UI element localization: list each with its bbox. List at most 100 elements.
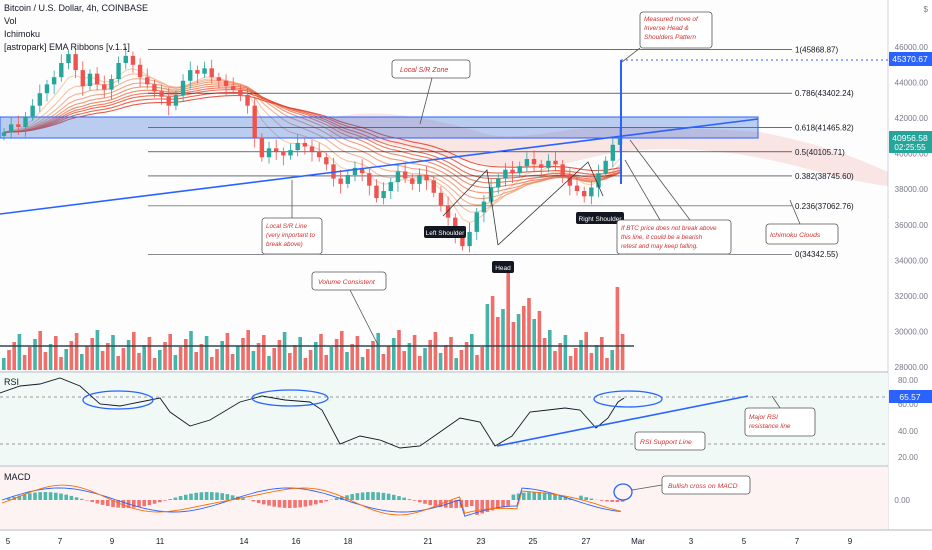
volume-bar: [407, 343, 412, 370]
local-sr-trendline[interactable]: [0, 118, 759, 215]
volume-bar: [152, 358, 157, 370]
volume-bar: [85, 346, 89, 370]
fib-label: 1(45868.87): [795, 45, 838, 54]
candle-body: [302, 143, 308, 147]
annotation-local-sr-line[interactable]: Local S/R Line (very important to break …: [261, 180, 323, 255]
annotation-rsi-resistance[interactable]: Major RSI resistance line: [744, 395, 816, 437]
candle-body: [424, 175, 429, 181]
volume-bar: [433, 332, 438, 370]
volume-bar: [454, 358, 458, 370]
annotation-break-note[interactable]: If BTC price does not break above this l…: [616, 139, 732, 255]
candle-body: [324, 157, 329, 165]
annotation-ichimoku[interactable]: Ichimoku Clouds: [765, 199, 839, 245]
macd-bar: [605, 500, 609, 502]
price-tick-label: 28000.00: [895, 363, 929, 372]
volume-bar: [293, 345, 297, 370]
price-axis[interactable]: [888, 0, 932, 550]
rsi-polyline: [0, 377, 625, 449]
volume-bar: [610, 350, 614, 370]
indicator-ichimoku[interactable]: Ichimoku: [4, 29, 40, 39]
annotation-head[interactable]: Head: [492, 261, 514, 273]
macd-bar: [563, 496, 568, 500]
volume-bar: [95, 330, 100, 370]
volume-bar: [340, 331, 344, 370]
volume-bar: [74, 333, 79, 370]
macd-bar: [69, 495, 74, 500]
rsi-panel[interactable]: [0, 373, 888, 465]
macd-bar: [428, 500, 432, 506]
time-tick-label: 14: [240, 537, 249, 546]
local-sr-zone[interactable]: [0, 116, 759, 139]
high-price-label: 45370.67: [892, 54, 928, 64]
rsi-support-line[interactable]: [496, 395, 749, 447]
macd-bar: [522, 492, 526, 500]
candle-body: [417, 175, 422, 184]
macd-bar: [490, 500, 495, 511]
candle-body: [295, 143, 300, 151]
candle-body: [367, 173, 372, 186]
macd-bar: [17, 495, 22, 500]
annotation-right-shoulder[interactable]: Right Shoulder: [576, 212, 624, 224]
annotation-macd-cross[interactable]: Bullish cross on MACD: [631, 475, 751, 495]
candle-body: [467, 231, 472, 247]
ema-ribbon-line: [3, 95, 621, 172]
volume-bar: [464, 342, 469, 370]
indicator-ema-ribbons[interactable]: [astropark] EMA Ribbons [v.1.1]: [4, 42, 130, 52]
candle-body: [388, 182, 393, 191]
volume-bar: [558, 343, 562, 370]
svg-text:(very important to: (very important to: [266, 232, 315, 239]
volume-bar: [43, 352, 48, 370]
volume-bar: [412, 335, 417, 370]
volume-bar: [334, 339, 339, 370]
macd-panel[interactable]: [0, 467, 888, 529]
macd-bar: [121, 500, 126, 508]
macd-bar: [59, 493, 63, 500]
macd-bar: [142, 500, 146, 507]
volume-bar: [532, 319, 536, 370]
volume-bar: [111, 335, 115, 370]
svg-text:Major RSI: Major RSI: [749, 414, 778, 421]
volume-bar: [210, 357, 214, 370]
macd-bar: [542, 492, 547, 500]
volume-bar: [64, 349, 68, 370]
annotation-rsi-support[interactable]: RSI Support Line: [634, 431, 706, 451]
fib-label: 0.786(43402.24): [795, 89, 854, 98]
macd-bar: [38, 492, 42, 500]
volume-bar: [121, 348, 126, 370]
annotation-measured-move[interactable]: Measured move of Inverse Head & Shoulder…: [621, 11, 713, 63]
annotation-local-sr-zone[interactable]: Local S/R Zone: [391, 59, 471, 125]
ema-ribbon-line: [3, 91, 621, 175]
macd-bar: [480, 500, 484, 514]
rsi-value-badge: [889, 390, 932, 403]
volume-bar: [584, 332, 588, 370]
svg-text:RSI Support Line: RSI Support Line: [640, 439, 692, 446]
annotation-volume-consistent[interactable]: Volume Consistent: [311, 271, 387, 346]
fib-label: 0.5(40105.71): [795, 148, 845, 157]
svg-text:retest and may keep falling.: retest and may keep falling.: [621, 243, 698, 250]
macd-bar: [230, 495, 235, 500]
volume-bar: [28, 347, 32, 370]
time-tick-label: 27: [582, 537, 591, 546]
macd-tick-label: 0.00: [894, 496, 910, 505]
rsi-line: [0, 377, 625, 449]
high-price-badge: [889, 52, 932, 66]
time-tick-label: 3: [689, 537, 694, 546]
volume-bar: [272, 348, 276, 370]
volume-bar: [303, 358, 308, 370]
candle-body: [116, 63, 121, 79]
candle-body: [610, 144, 616, 161]
indicator-vol[interactable]: Vol: [4, 16, 17, 26]
volume-bar: [480, 347, 484, 370]
volume-bar: [59, 357, 63, 370]
candle-body: [553, 160, 558, 165]
macd-bar: [7, 498, 11, 500]
candle-body: [524, 159, 530, 167]
candle-body: [259, 137, 265, 158]
macd-bar: [516, 493, 521, 500]
ema-ribbon-line: [3, 85, 621, 189]
svg-text:Volume Consistent: Volume Consistent: [318, 279, 376, 286]
annotation-left-shoulder[interactable]: Left Shoulder: [424, 226, 466, 238]
svg-text:Left Shoulder: Left Shoulder: [426, 230, 466, 237]
macd-bar: [152, 500, 157, 504]
